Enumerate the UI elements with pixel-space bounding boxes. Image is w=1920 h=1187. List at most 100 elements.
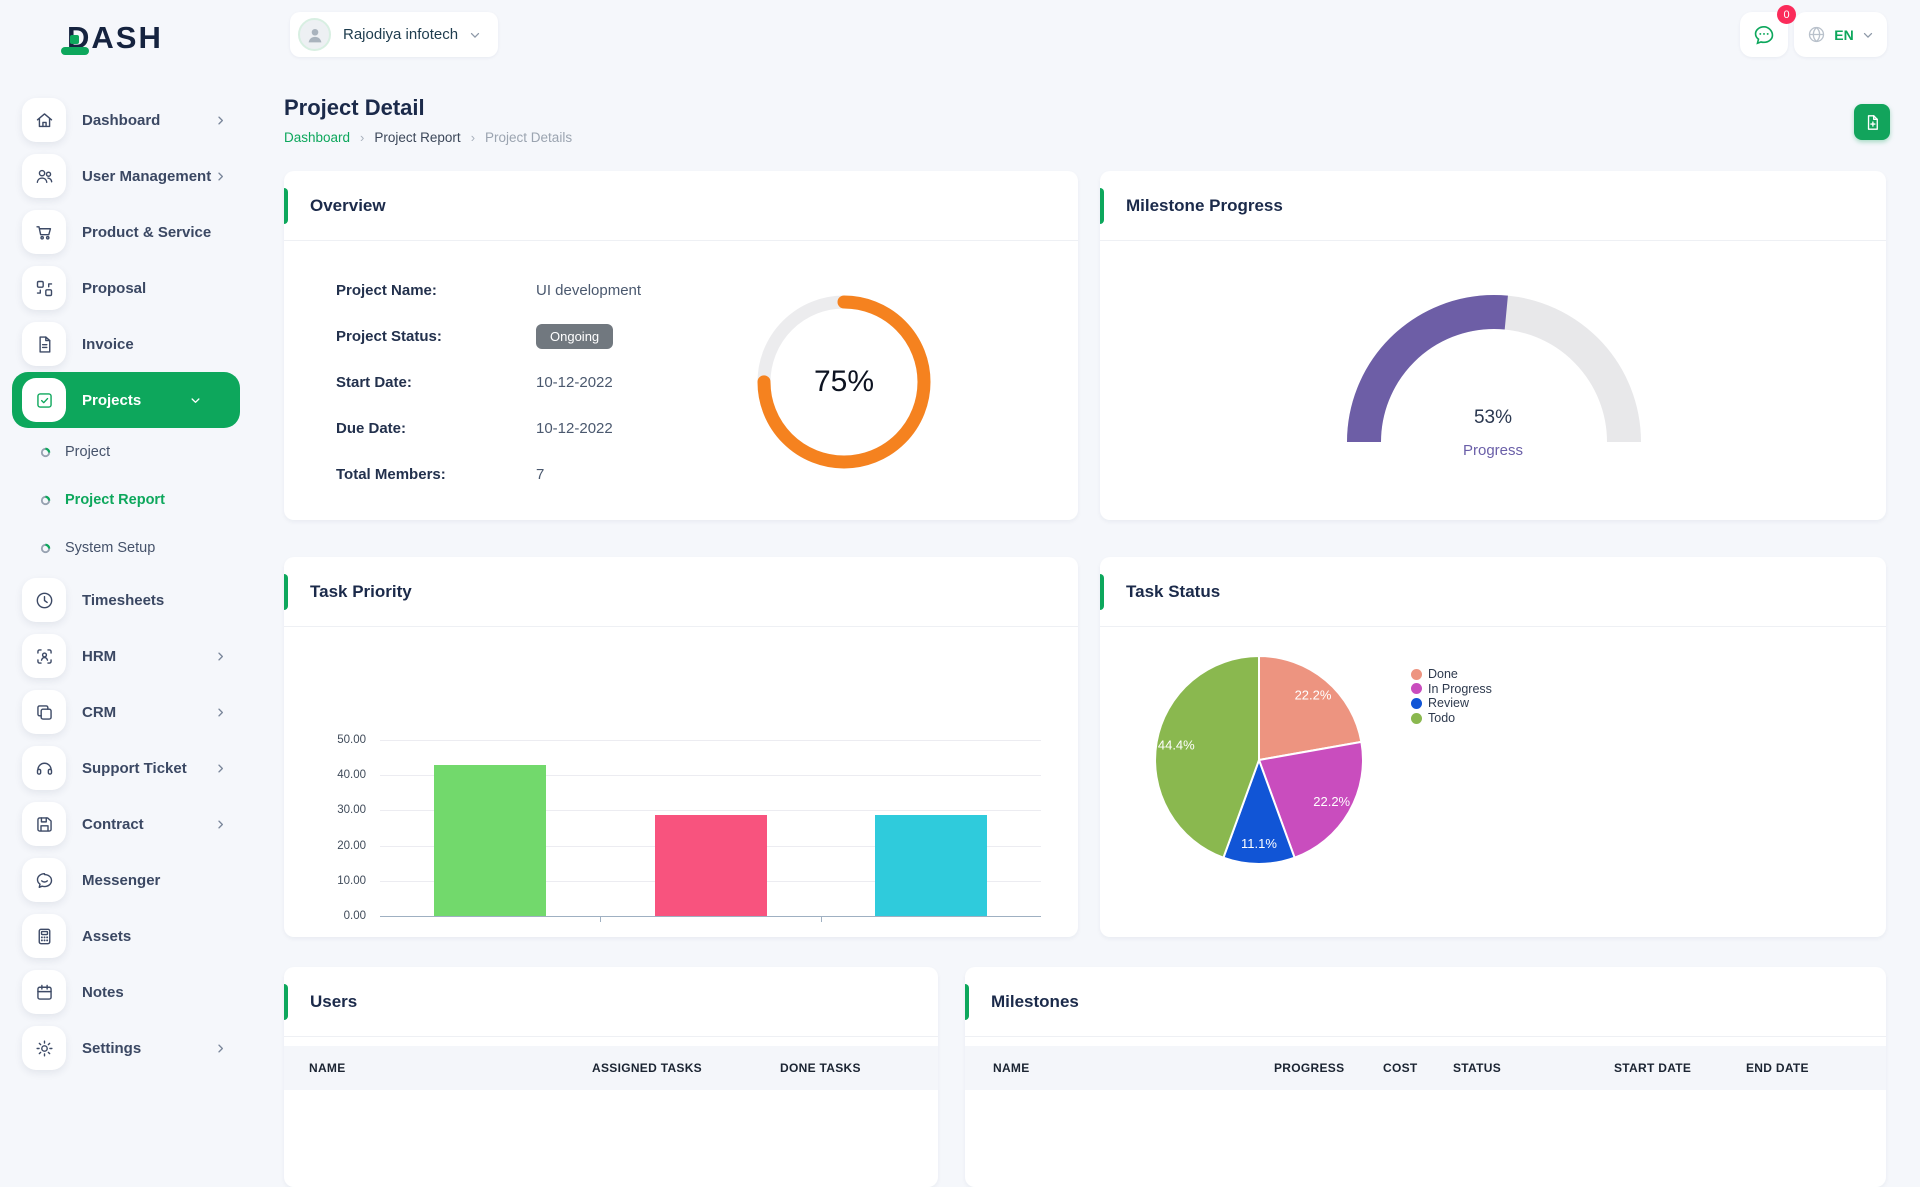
chevron-right-icon: [214, 762, 227, 775]
sidebar-item-hrm[interactable]: HRM: [0, 628, 265, 684]
sidebar-item-notes[interactable]: Notes: [0, 964, 265, 1020]
sidebar-item-settings[interactable]: Settings: [0, 1020, 265, 1076]
sidebar-item-user-management[interactable]: User Management: [0, 148, 265, 204]
chevron-right-icon: [214, 650, 227, 663]
app-logo: DASH: [61, 20, 163, 56]
column-header-start-date: START DATE: [1614, 1061, 1692, 1075]
completion-percent: 75%: [813, 365, 875, 398]
messages-button[interactable]: 0: [1740, 5, 1796, 57]
breadcrumb: Dashboard › Project Report › Project Details: [284, 130, 572, 145]
save-icon: [22, 802, 66, 846]
column-header-name: NAME: [309, 1061, 346, 1075]
gridline: [380, 915, 1041, 917]
sidebar-item-assets[interactable]: Assets: [0, 908, 265, 964]
card-title: Milestone Progress: [1126, 195, 1283, 215]
sidebar-item-contract[interactable]: Contract: [0, 796, 265, 852]
sidebar-subitem-system-setup[interactable]: System Setup: [0, 524, 265, 572]
status-ring-icon: [40, 495, 51, 506]
milestone-gauge: [1339, 289, 1649, 457]
sidebar-item-label: Assets: [82, 927, 132, 945]
overview-row-total-members: Total Members: 7: [336, 451, 641, 497]
pie-slice-done[interactable]: [1258, 654, 1363, 762]
sidebar-subitem-label: System Setup: [65, 540, 156, 556]
bar-medium[interactable]: [654, 815, 767, 916]
sidebar-item-product-service[interactable]: Product & Service: [0, 204, 265, 260]
card-title: Users: [310, 991, 358, 1011]
headset-icon: [22, 746, 66, 790]
sidebar-item-label: HRM: [82, 647, 117, 665]
overview-card: Overview Project Name: UI development Proj…: [284, 171, 1078, 520]
breadcrumb-project-details: Project Details: [485, 130, 573, 145]
calculator-icon: [22, 914, 66, 958]
bar-plot: [380, 740, 1041, 922]
gauge-label: Progress: [1462, 442, 1524, 459]
field-value: 7: [536, 465, 545, 483]
sidebar-item-proposal[interactable]: Proposal: [0, 260, 265, 316]
field-value: 10-12-2022: [536, 373, 613, 391]
sidebar-item-projects[interactable]: Projects: [12, 372, 240, 428]
legend-item-done: Done: [1411, 667, 1492, 682]
column-header-cost: COST: [1383, 1061, 1418, 1075]
sidebar-item-support-ticket[interactable]: Support Ticket: [0, 740, 265, 796]
milestones-table-header: NAME PROGRESS COST STATUS START DATE END DATE: [965, 1046, 1886, 1090]
legend-item-todo: Todo: [1411, 711, 1492, 726]
users-card: Users NAME ASSIGNED TASKS DONE TASKS: [284, 967, 938, 1187]
sidebar-subitem-project[interactable]: Project: [0, 428, 265, 476]
company-selector[interactable]: Rajodiya infotech: [290, 12, 499, 57]
language-selector[interactable]: EN: [1794, 12, 1887, 57]
calendar-icon: [22, 970, 66, 1014]
breadcrumb-dashboard[interactable]: Dashboard: [284, 130, 351, 145]
gear-icon: [22, 1026, 66, 1070]
bar-low[interactable]: [434, 765, 547, 916]
export-report-button[interactable]: [1854, 104, 1890, 140]
logo-dot: [70, 35, 79, 44]
sidebar-item-dashboard[interactable]: Dashboard: [0, 92, 265, 148]
card-title: Task Status: [1126, 581, 1221, 601]
cart-icon: [22, 210, 66, 254]
legend-label: Review: [1428, 696, 1469, 711]
status-ring-icon: [40, 447, 51, 458]
status-ring-icon: [40, 543, 51, 554]
sidebar-subitem-project-report[interactable]: Project Report: [0, 476, 265, 524]
home-icon: [22, 98, 66, 142]
sidebar-item-crm[interactable]: CRM: [0, 684, 265, 740]
field-value: UI development: [536, 281, 642, 299]
milestone-progress-card: Milestone Progress 53% Progress: [1100, 171, 1886, 520]
bar-high[interactable]: [874, 815, 987, 916]
legend-item-review: Review: [1411, 696, 1492, 711]
sidebar-item-label: CRM: [82, 703, 117, 721]
sidebar-item-label: Settings: [82, 1039, 142, 1057]
project-completion-donut: 75%: [749, 287, 939, 477]
pie-slice-review[interactable]: [1222, 757, 1296, 865]
legend-label: Done: [1428, 667, 1458, 682]
sidebar-item-timesheets[interactable]: Timesheets: [0, 572, 265, 628]
pie-slice-value: 44.4%: [1158, 737, 1195, 752]
x-axis-tick: [600, 917, 602, 922]
chevron-right-icon: [214, 706, 227, 719]
field-label: Total Members:: [336, 465, 446, 483]
users-table-header: NAME ASSIGNED TASKS DONE TASKS: [284, 1046, 938, 1090]
breadcrumb-project-report[interactable]: Project Report: [374, 130, 461, 145]
y-axis-tick-label: 30.00: [337, 804, 366, 817]
sidebar-item-label: Notes: [82, 983, 124, 1001]
logo-dash: [61, 47, 89, 55]
y-axis-tick-label: 40.00: [337, 769, 366, 782]
sidebar-item-invoice[interactable]: Invoice: [0, 316, 265, 372]
sidebar-item-label: Product & Service: [82, 223, 212, 241]
overview-row-start-date: Start Date: 10-12-2022: [336, 359, 641, 405]
company-name: Rajodiya infotech: [343, 26, 459, 43]
sidebar-item-label: Proposal: [82, 279, 147, 297]
status-badge: Ongoing: [536, 323, 614, 349]
sidebar-item-label: Dashboard: [82, 111, 161, 129]
pie-slice-value: 11.1%: [1241, 836, 1277, 851]
overview-row-project-status: Project Status: Ongoing: [336, 313, 641, 359]
breadcrumb-separator: ›: [360, 130, 365, 145]
legend-item-in-progress: In Progress: [1411, 682, 1492, 697]
chevron-down-icon: [189, 394, 202, 407]
person-icon: [308, 28, 321, 42]
pie-slice-todo[interactable]: [1154, 654, 1260, 859]
sidebar: Dashboard User Management Product & Servic…: [0, 70, 265, 1080]
sidebar-item-messenger[interactable]: Messenger: [0, 852, 265, 908]
field-label: Project Name:: [336, 281, 437, 299]
x-axis-tick: [820, 917, 822, 922]
